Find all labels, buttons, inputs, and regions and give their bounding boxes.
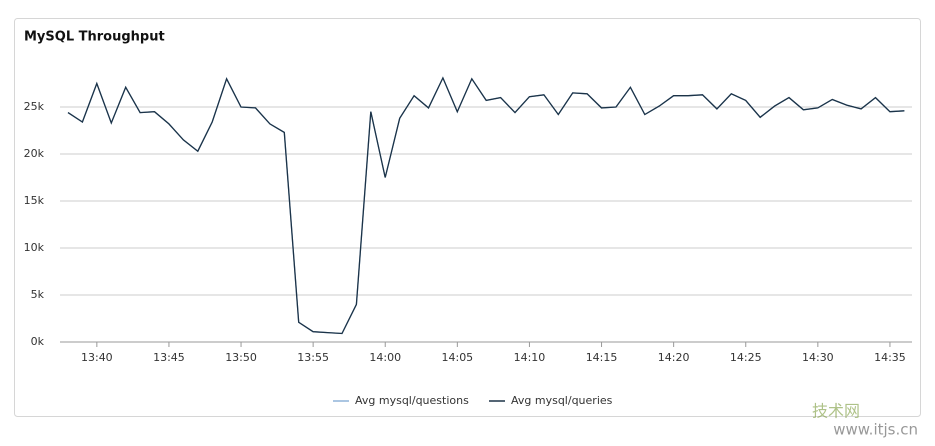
y-tick-label: 0k: [31, 335, 45, 348]
x-tick-label: 13:55: [297, 351, 329, 364]
y-tick-label: 20k: [24, 147, 45, 160]
x-tick-label: 14:30: [802, 351, 834, 364]
x-tick-label: 13:45: [153, 351, 185, 364]
x-tick-label: 14:05: [441, 351, 473, 364]
chart-title: MySQL Throughput: [24, 30, 165, 45]
x-tick-label: 14:25: [730, 351, 762, 364]
x-tick-label: 14:35: [874, 351, 906, 364]
watermark-brand: 技术网: [812, 402, 860, 421]
legend-label: Avg mysql/queries: [511, 394, 613, 407]
x-tick-label: 14:00: [369, 351, 401, 364]
legend-label: Avg mysql/questions: [355, 394, 469, 407]
y-tick-label: 5k: [31, 288, 45, 301]
x-tick-label: 13:50: [225, 351, 257, 364]
y-tick-label: 10k: [24, 241, 45, 254]
y-tick-label: 15k: [24, 194, 45, 207]
watermark-url: www.itjs.cn: [833, 421, 918, 439]
x-tick-label: 14:10: [514, 351, 546, 364]
y-tick-label: 25k: [24, 100, 45, 113]
x-tick-label: 14:20: [658, 351, 690, 364]
panel: [14, 18, 921, 417]
x-tick-label: 14:15: [586, 351, 618, 364]
series-line: [67, 76, 905, 335]
x-tick-label: 13:40: [81, 351, 113, 364]
